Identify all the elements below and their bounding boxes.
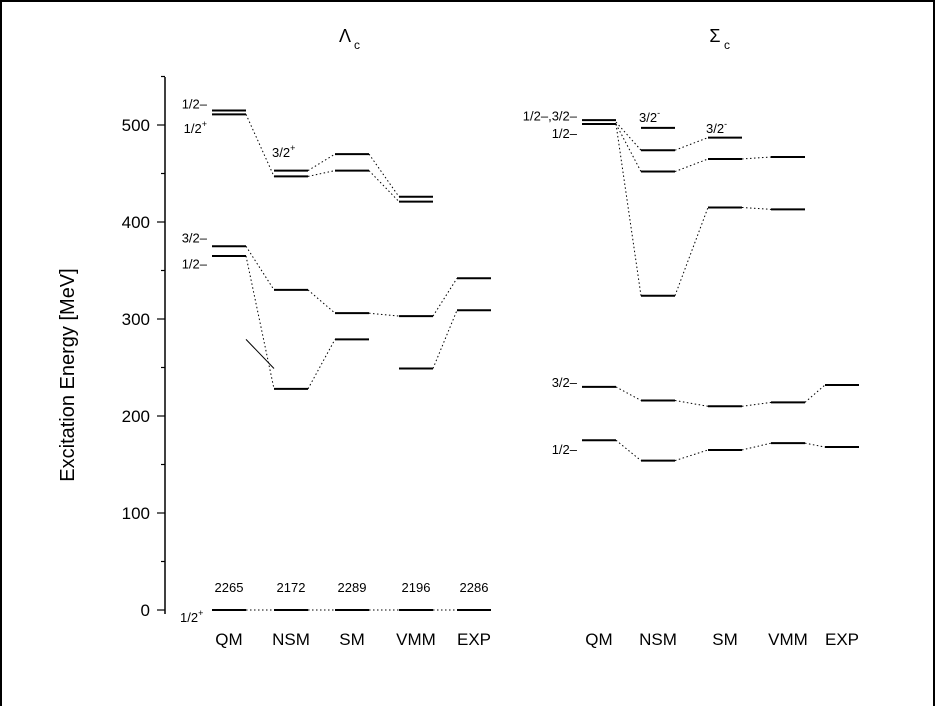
level-connector [615, 123, 642, 172]
level-annotation: 3/2– [182, 231, 208, 246]
level-connector [674, 449, 709, 462]
level-connector [674, 137, 709, 151]
level-annotation: 3/2– [552, 375, 578, 390]
level-connector [368, 153, 400, 198]
ground-mass-label: 2196 [402, 580, 431, 595]
y-axis-label: Excitation Energy [MeV] [57, 268, 79, 481]
level-connector [307, 339, 336, 390]
level-connector [674, 399, 709, 407]
level-connector [368, 312, 400, 317]
model-label: NSM [639, 630, 677, 649]
model-label: EXP [457, 630, 491, 649]
model-label: SM [339, 630, 365, 649]
model-label: VMM [396, 630, 436, 649]
ground-state-label: 1/2+ [180, 608, 203, 625]
y-tick-label: 400 [122, 213, 150, 232]
level-annotation: 1/2–,3/2– [523, 108, 578, 123]
y-tick-label: 300 [122, 310, 150, 329]
level-connector [307, 153, 336, 172]
level-connector [245, 114, 275, 177]
level-connector [615, 386, 642, 401]
level-connector [741, 401, 772, 407]
panel-title: Λ [339, 26, 351, 46]
level-connector [307, 170, 336, 177]
level-connector [741, 442, 772, 451]
model-label: SM [712, 630, 738, 649]
ground-mass-label: 2172 [277, 580, 306, 595]
model-label: NSM [272, 630, 310, 649]
level-connector [432, 310, 458, 369]
level-connector [245, 255, 275, 389]
level-annotation: 1/2– [182, 97, 208, 112]
level-connector [615, 439, 642, 462]
y-tick-label: 100 [122, 504, 150, 523]
level-connector [741, 206, 772, 210]
panel-title: Σ [709, 26, 720, 46]
model-label: QM [585, 630, 612, 649]
panel-title-subscript: c [354, 38, 360, 52]
level-connector [368, 170, 400, 202]
panel-title-subscript: c [724, 38, 730, 52]
level-connector [245, 245, 275, 291]
ground-mass-label: 2286 [460, 580, 489, 595]
y-tick-label: 500 [122, 116, 150, 135]
level-annotation: 3/2+ [272, 143, 295, 160]
level-annotation: 1/2+ [184, 119, 207, 136]
level-connector [804, 384, 826, 403]
level-connector [615, 121, 642, 151]
level-annotation: 3/2- [706, 119, 727, 136]
y-axis: 0 100 200 300 400 500 [122, 75, 166, 620]
model-label: QM [215, 630, 242, 649]
ground-mass-label: 2265 [215, 580, 244, 595]
level-annotation: 1/2– [552, 442, 578, 457]
level-annotation: 3/2- [639, 108, 660, 125]
model-label: EXP [825, 630, 859, 649]
level-connector [674, 207, 709, 296]
ground-mass-label: 2289 [338, 580, 367, 595]
y-tick-label: 200 [122, 407, 150, 426]
model-label: VMM [768, 630, 808, 649]
level-connector [432, 277, 458, 317]
level-connector [307, 289, 336, 314]
level-connector [615, 123, 642, 296]
y-tick-label: 0 [141, 601, 150, 620]
level-annotation: 1/2– [182, 257, 208, 272]
level-connector [741, 156, 772, 160]
level-connector [804, 442, 826, 448]
level-connector [674, 158, 709, 173]
level-annotation: 1/2– [552, 126, 578, 141]
level-connector [245, 339, 275, 369]
